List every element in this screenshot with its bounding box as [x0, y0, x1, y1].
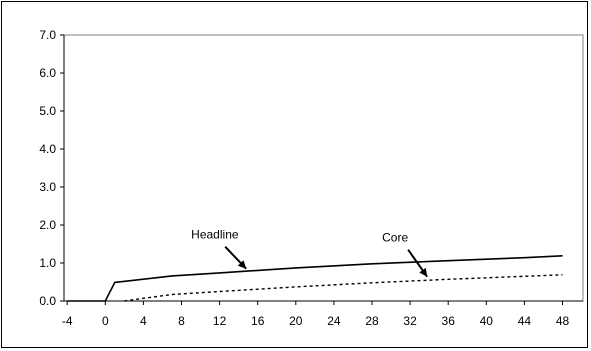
y-tick-label: 0.0: [39, 294, 56, 308]
x-tick-label: 24: [327, 314, 341, 328]
x-tick-label: 4: [140, 314, 147, 328]
x-tick-label: 20: [289, 314, 303, 328]
x-tick-label: 40: [480, 314, 494, 328]
y-tick-label: 2.0: [39, 218, 56, 232]
y-tick-label: 4.0: [39, 142, 56, 156]
annotation-layer: Headline Core: [191, 228, 428, 278]
x-tick-label: -4: [62, 314, 73, 328]
arrowhead-core: [419, 267, 428, 277]
annotation-label-headline: Headline: [191, 228, 239, 242]
y-tick-label: 3.0: [39, 180, 56, 194]
x-tick-label: 16: [251, 314, 265, 328]
series-line-core: [124, 274, 563, 302]
x-tick-label: 28: [365, 314, 379, 328]
x-axis: -4 0 4 8 12 16 20 24 28 32 36 40 44 48: [62, 300, 583, 328]
x-tick-label: 12: [213, 314, 227, 328]
series-layer: [67, 255, 563, 302]
x-tick-label: 48: [556, 314, 570, 328]
y-tick-label: 1.0: [39, 256, 56, 270]
x-tick-label: 44: [518, 314, 532, 328]
x-tick-label: 32: [403, 314, 417, 328]
x-tick-label: 0: [102, 314, 109, 328]
plot-area: [63, 34, 584, 302]
annotation-label-core: Core: [382, 231, 408, 245]
x-tick-label: 8: [178, 314, 185, 328]
y-tick-label: 6.0: [39, 66, 56, 80]
y-axis: 0.0 1.0 2.0 3.0 4.0 5.0 6.0 7.0: [39, 28, 65, 308]
arrowhead-headline: [237, 260, 247, 269]
series-line-headline: [67, 255, 563, 302]
y-tick-label: 5.0: [39, 104, 56, 118]
x-tick-label: 36: [442, 314, 456, 328]
y-tick-label: 7.0: [39, 28, 56, 42]
